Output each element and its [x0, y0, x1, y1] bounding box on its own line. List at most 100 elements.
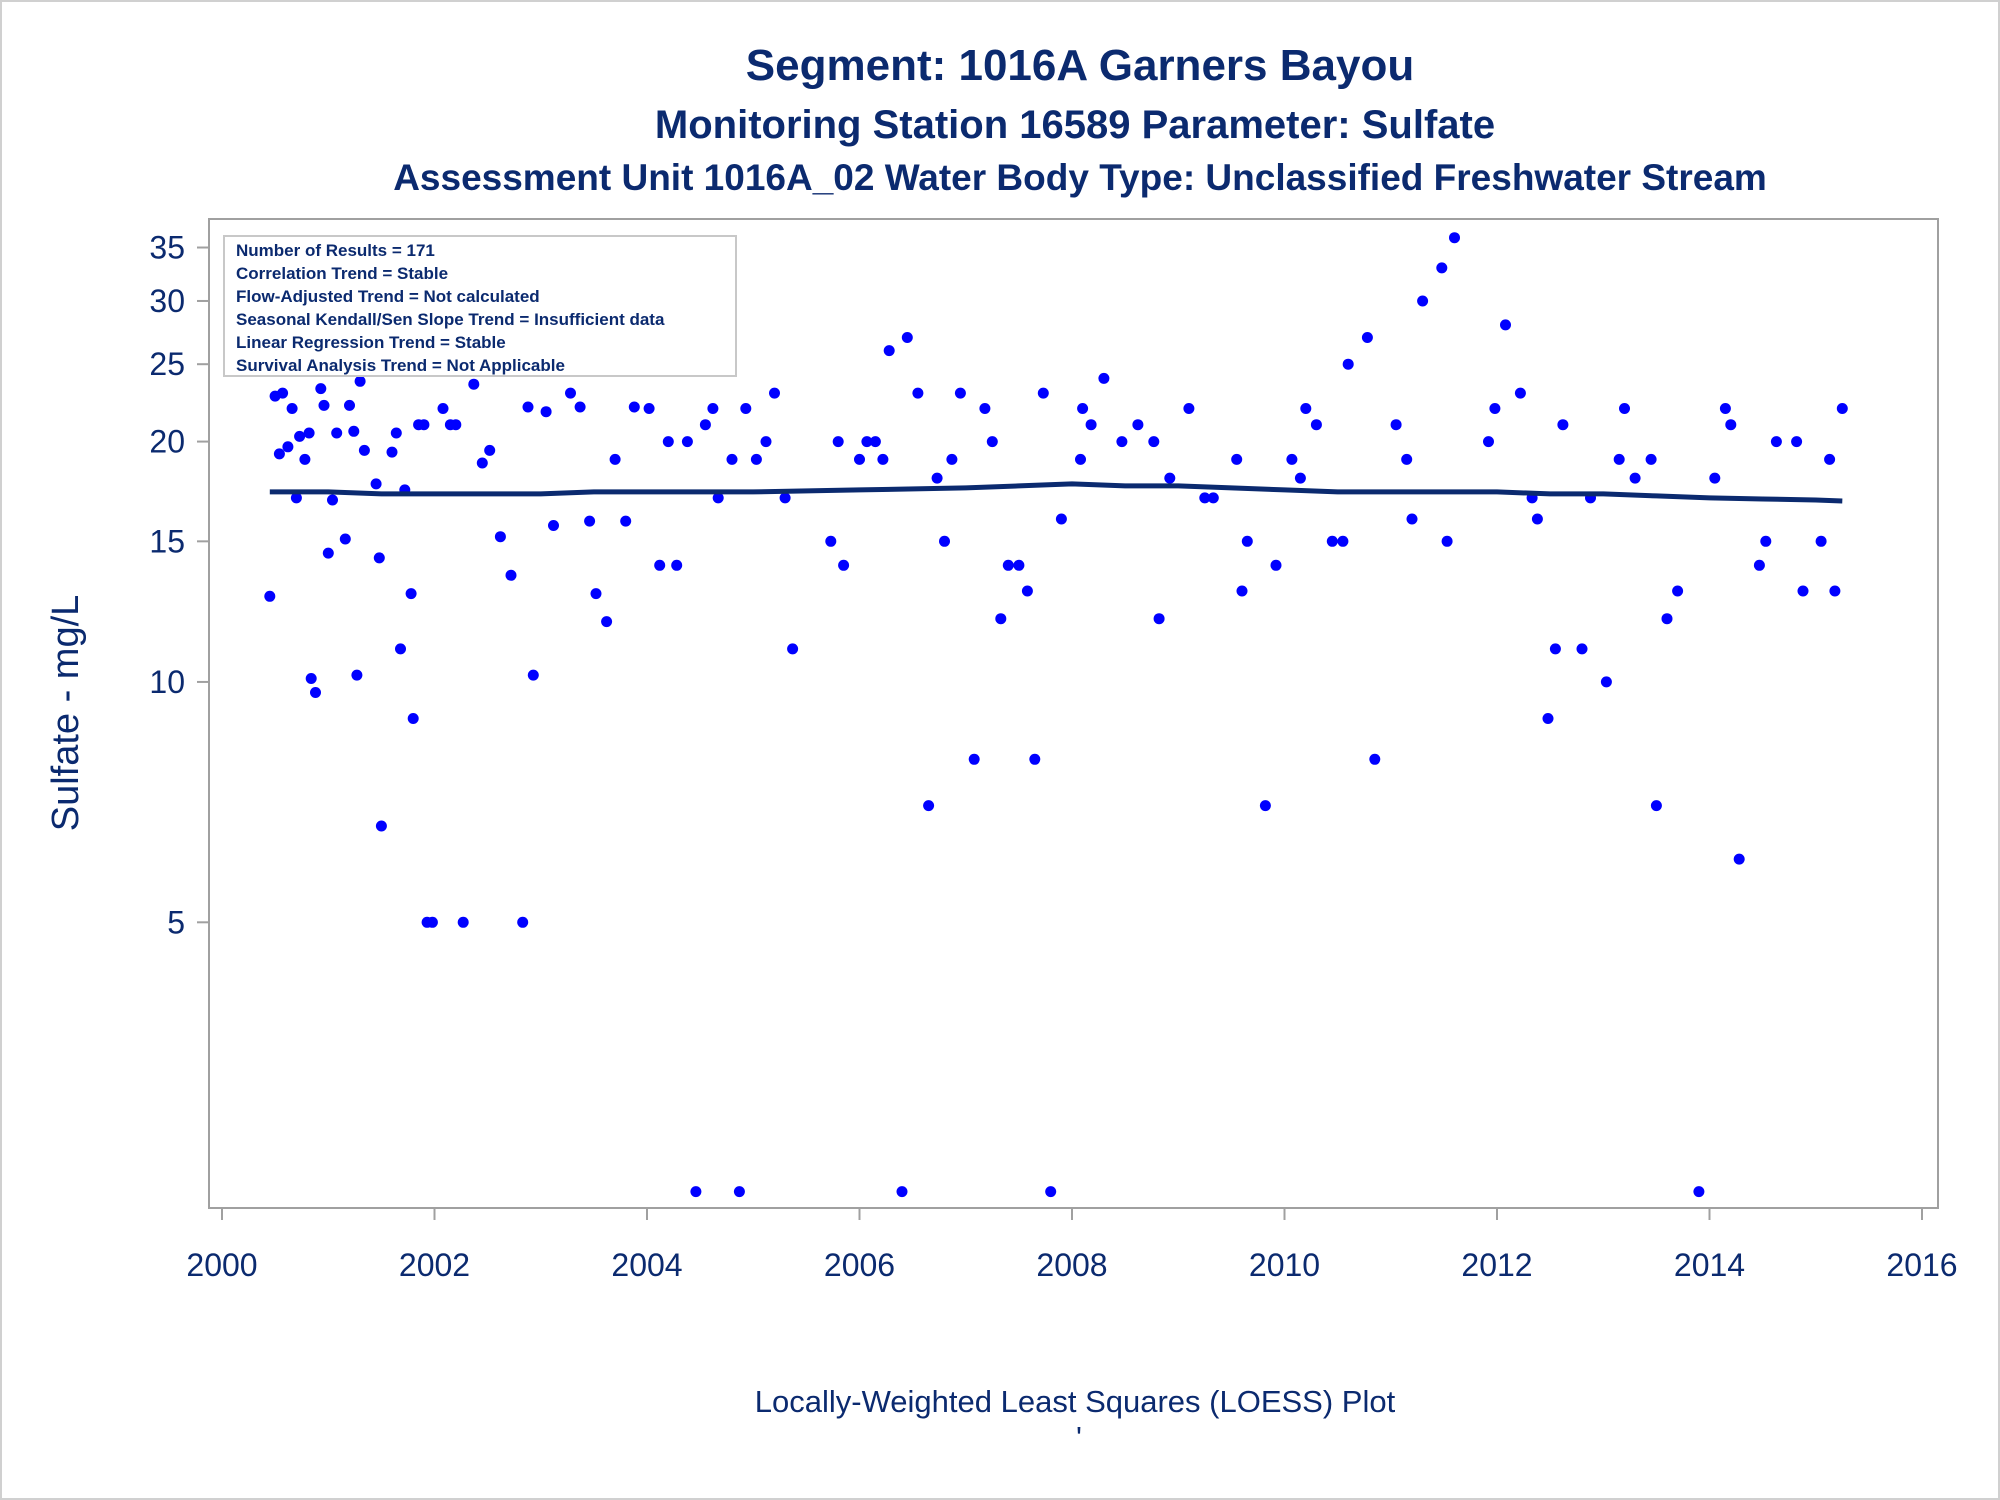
data-point-62	[654, 559, 666, 571]
data-point-9	[303, 427, 315, 439]
data-point-165	[1791, 436, 1803, 448]
data-point-95	[979, 403, 991, 414]
data-point-58	[620, 515, 632, 527]
y-axis-label: Sulfate - mg/L	[45, 595, 87, 832]
data-point-164	[1770, 436, 1782, 448]
chart-subtitle: Monitoring Station 16589 Parameter: Sulf…	[655, 103, 1495, 147]
y-tick-label-15: 15	[149, 523, 185, 559]
stats-line-results: Number of Results = 171	[236, 241, 435, 260]
data-point-83	[869, 436, 881, 448]
data-point-143	[1531, 513, 1543, 525]
data-point-132	[1401, 453, 1413, 465]
data-point-154	[1650, 800, 1662, 812]
data-point-19	[344, 399, 355, 411]
data-point-115	[1199, 492, 1211, 504]
data-point-63	[662, 436, 674, 448]
data-point-152	[1629, 472, 1641, 484]
data-point-155	[1661, 613, 1673, 625]
data-point-40	[450, 419, 462, 431]
data-point-158	[1709, 472, 1721, 484]
data-point-14	[322, 547, 334, 559]
data-point-138	[1483, 436, 1494, 448]
data-point-8	[299, 453, 311, 465]
data-point-61	[643, 403, 655, 414]
data-point-66	[690, 1186, 702, 1198]
data-point-166	[1797, 585, 1809, 597]
data-point-114	[1183, 403, 1195, 414]
data-point-21	[351, 669, 363, 681]
stats-inset: Number of Results = 171 Correlation Tren…	[223, 235, 737, 377]
data-point-104	[1055, 513, 1067, 525]
data-point-133	[1406, 513, 1418, 525]
data-point-69	[712, 492, 724, 504]
data-point-134	[1417, 295, 1429, 307]
stats-line-correlation: Correlation Trend = Stable	[236, 264, 448, 283]
data-point-79	[832, 436, 844, 448]
data-point-163	[1760, 535, 1772, 547]
data-point-57	[609, 453, 621, 465]
data-point-5	[286, 403, 298, 414]
stats-line-flow-adjusted: Flow-Adjusted Trend = Not calculated	[236, 287, 540, 306]
data-point-18	[339, 533, 351, 545]
data-point-167	[1815, 535, 1827, 547]
y-tick-label-35: 35	[149, 230, 185, 266]
x-tick-label-2004: 2004	[611, 1247, 682, 1283]
data-point-136	[1441, 535, 1453, 547]
data-point-41	[457, 916, 469, 928]
data-point-74	[760, 436, 772, 448]
stats-inset-box	[223, 235, 737, 377]
data-point-10	[305, 673, 317, 684]
y-tick-label-5: 5	[167, 904, 185, 940]
data-point-140	[1500, 319, 1511, 331]
data-point-126	[1326, 535, 1338, 547]
data-point-22	[354, 375, 366, 387]
data-point-170	[1836, 403, 1848, 414]
data-point-68	[707, 403, 719, 414]
data-point-85	[883, 345, 895, 357]
y-tick-label-10: 10	[149, 664, 185, 700]
x-axis: 2000 2002 2004 2006 2008 2010 2012 2014 2016	[186, 1207, 1958, 1283]
data-point-64	[671, 559, 683, 571]
data-point-23	[358, 444, 370, 456]
data-point-51	[548, 520, 559, 531]
data-point-3	[277, 387, 289, 399]
data-point-42	[468, 378, 480, 390]
data-point-96	[986, 436, 998, 448]
x-tick-label-2008: 2008	[1036, 1247, 1107, 1283]
data-point-67	[699, 419, 711, 431]
data-point-116	[1207, 492, 1219, 504]
data-point-86	[896, 1186, 908, 1198]
data-point-127	[1337, 535, 1349, 547]
data-point-70	[726, 453, 738, 465]
data-point-103	[1045, 1186, 1057, 1198]
data-point-129	[1361, 332, 1373, 343]
data-point-90	[931, 472, 943, 484]
data-point-156	[1672, 585, 1684, 597]
y-tick-label-30: 30	[149, 283, 185, 319]
data-point-87	[901, 332, 913, 343]
data-point-52	[565, 387, 576, 399]
data-point-108	[1098, 372, 1110, 384]
data-point-49	[527, 669, 539, 681]
data-point-48	[522, 401, 534, 413]
data-point-29	[390, 427, 402, 439]
data-point-131	[1390, 419, 1402, 431]
data-point-24	[370, 478, 382, 490]
data-point-53	[574, 401, 586, 413]
data-point-44	[484, 444, 496, 456]
data-point-92	[946, 453, 958, 465]
data-point-81	[854, 453, 865, 465]
stats-line-linear-regression: Linear Regression Trend = Stable	[236, 333, 506, 352]
stats-line-survival: Survival Analysis Trend = Not Applicable	[236, 356, 565, 375]
data-point-25	[373, 552, 385, 564]
data-point-107	[1085, 419, 1097, 431]
data-point-97	[995, 613, 1007, 625]
footnote: Locally-Weighted Least Squares (LOESS) P…	[755, 1384, 1396, 1419]
loess-line	[269, 481, 1843, 504]
data-point-33	[407, 713, 419, 724]
data-point-110	[1132, 419, 1144, 431]
data-point-47	[517, 916, 529, 928]
data-point-82	[861, 436, 873, 448]
data-point-73	[750, 453, 762, 465]
